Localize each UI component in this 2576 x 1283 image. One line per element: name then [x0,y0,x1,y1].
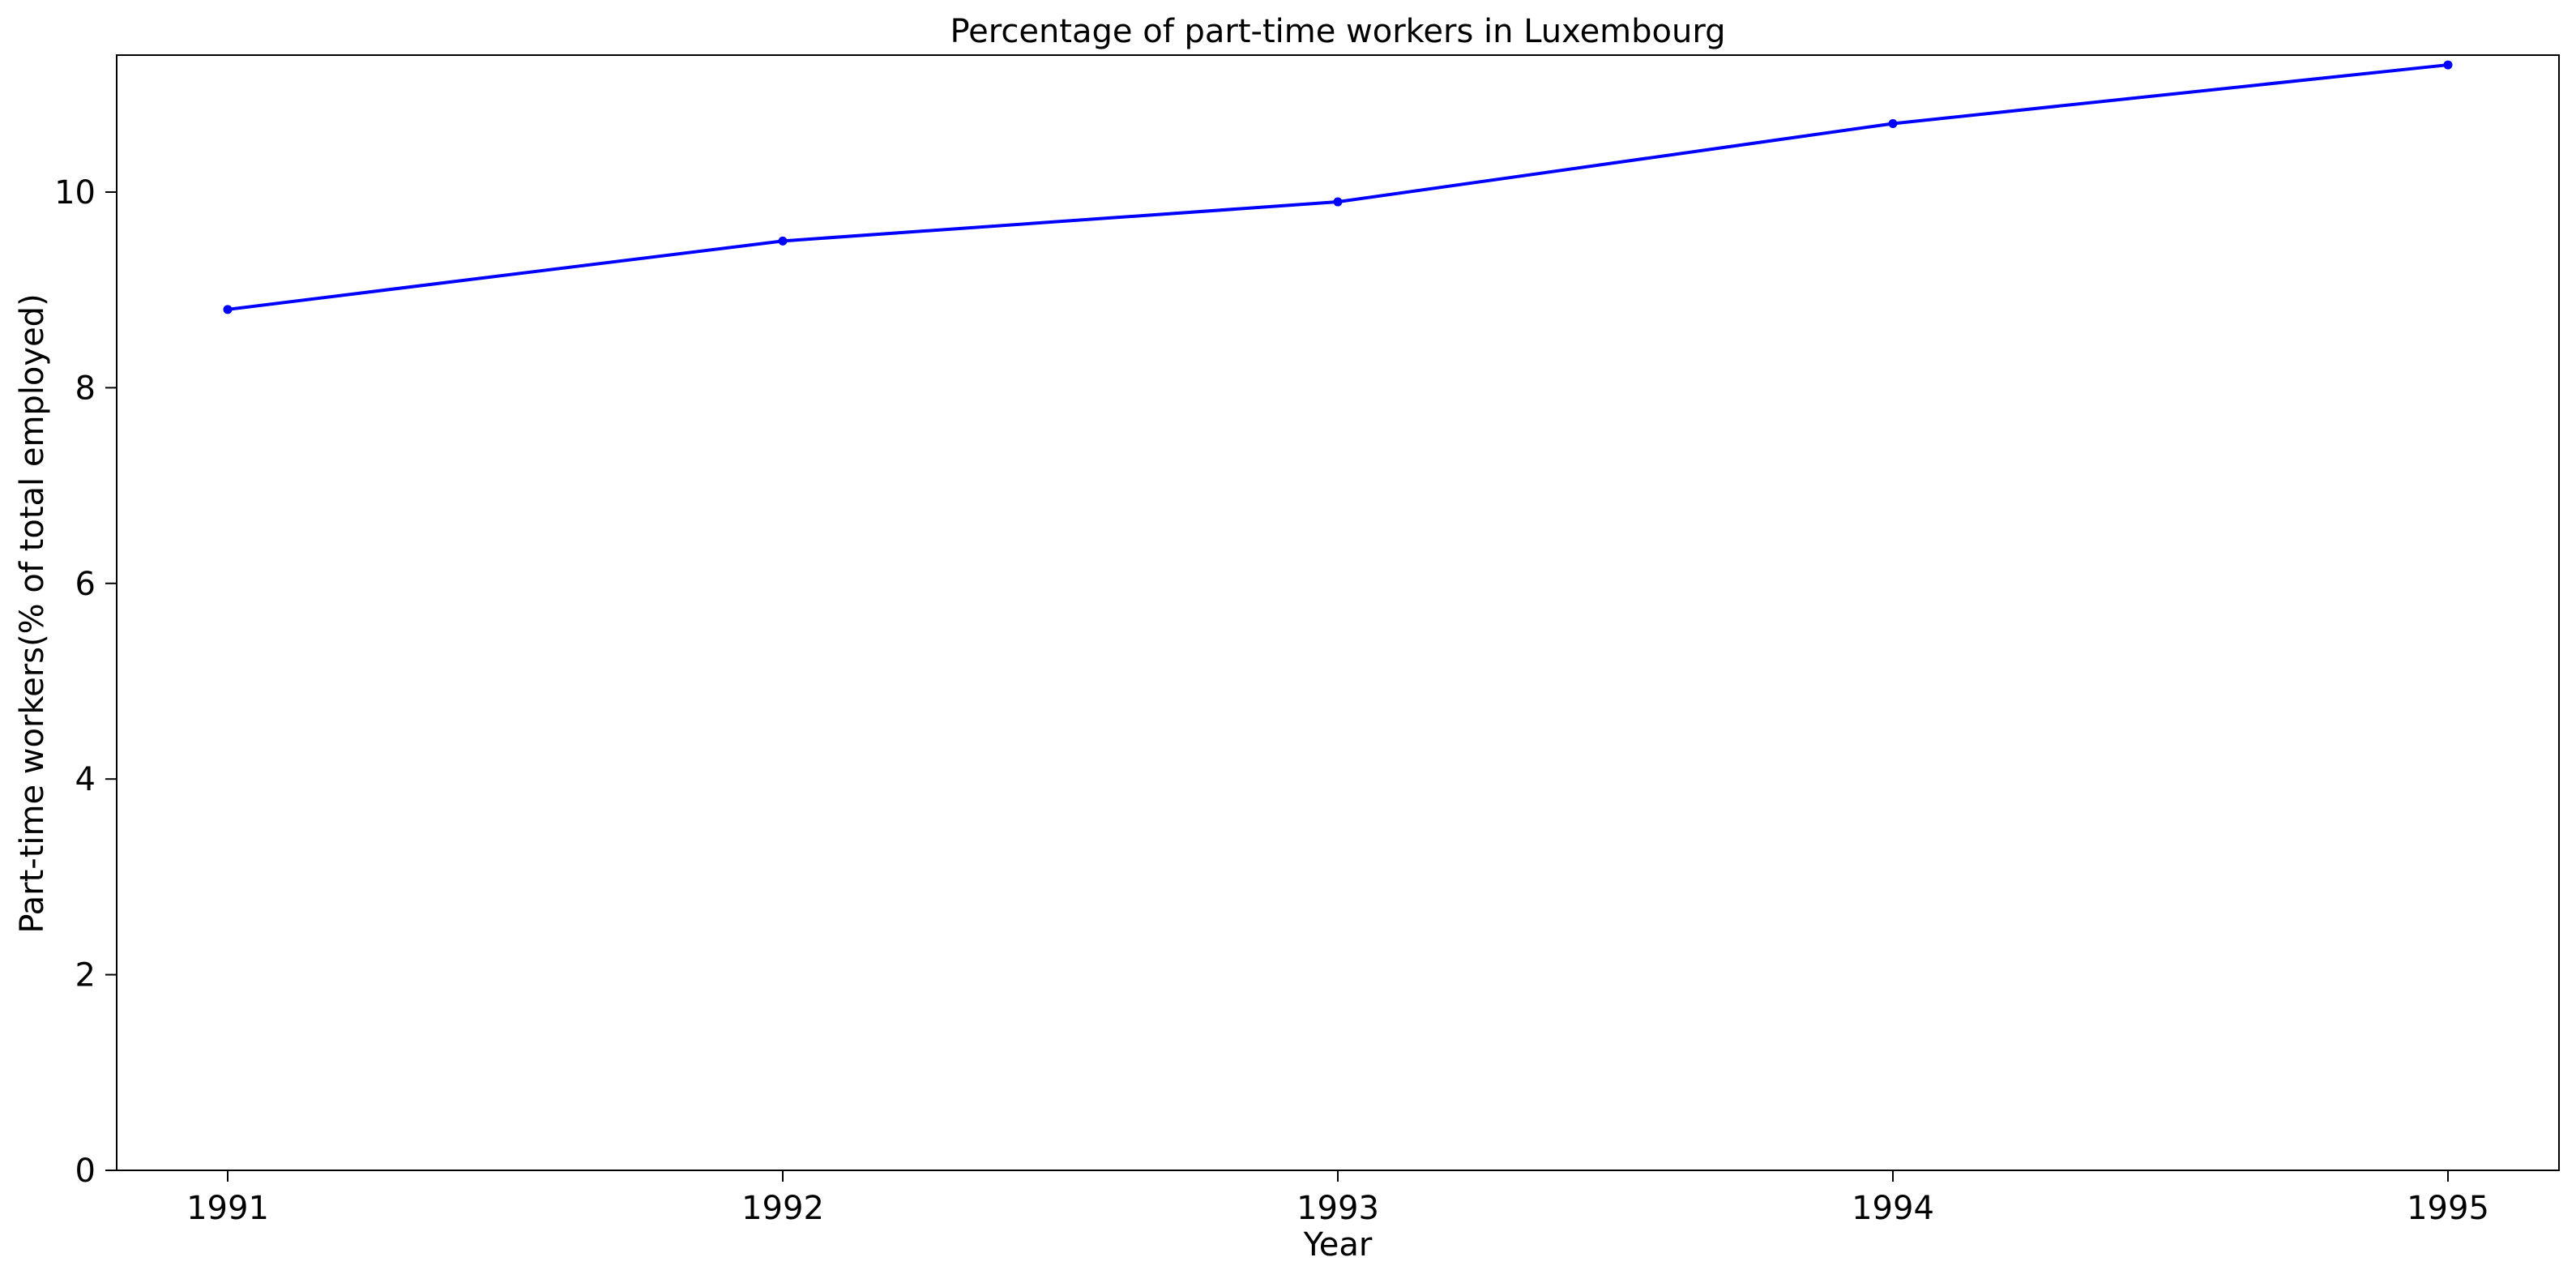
chart-title: Percentage of part-time workers in Luxem… [950,13,1725,50]
x-tick-label: 1992 [741,1190,824,1227]
data-point [1333,197,1343,207]
x-tick-label: 1993 [1297,1190,1379,1227]
y-tick-label: 0 [75,1153,96,1190]
x-tick-label: 1995 [2407,1190,2489,1227]
y-tick-label: 4 [75,761,96,798]
y-axis-label: Part-time workers(% of total employed) [14,293,51,933]
data-point [1888,118,1898,128]
y-tick-label: 10 [54,174,96,212]
x-tick-label: 1991 [186,1190,269,1227]
y-tick-label: 2 [75,957,96,994]
x-axis-label: Year [1303,1226,1373,1264]
series-group [223,60,2453,314]
x-axis: 1991 1992 1993 1994 1995 [186,1170,2489,1227]
y-axis: 0 2 4 6 8 10 [54,174,117,1190]
data-point [778,236,788,246]
data-point [223,305,233,314]
y-tick-label: 8 [75,370,96,407]
x-tick-label: 1994 [1852,1190,1934,1227]
y-tick-label: 6 [75,566,96,603]
data-point [2443,60,2453,70]
